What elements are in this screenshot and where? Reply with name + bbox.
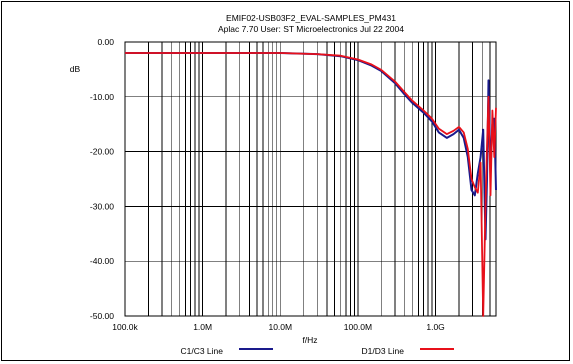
chart-subtitle: Aplac 7.70 User: ST Microelectronics Jul… xyxy=(218,24,404,34)
series-line-1 xyxy=(125,52,497,241)
y-tick-label: -20.00 xyxy=(90,147,114,157)
chart-title: EMIF02-USB03F2_EVAL-SAMPLES_PM431 xyxy=(226,13,396,23)
x-tick-labels: 100.0k 1.0M 10.0M 100.0M 1.0G xyxy=(112,322,445,332)
legend: C1/C3 Line D1/D3 Line xyxy=(180,346,454,356)
x-tick-label: 100.0k xyxy=(112,322,138,332)
y-tick-labels: 0.00 -10.00 -20.00 -30.00 -40.00 -50.00 xyxy=(90,37,114,321)
series-lines xyxy=(125,52,497,317)
x-axis-label: f/Hz xyxy=(302,335,317,345)
y-tick-label: 0.00 xyxy=(97,37,114,47)
series-line-2 xyxy=(125,52,497,317)
y-tick-label: -40.00 xyxy=(90,256,114,266)
x-tick-label: 10.0M xyxy=(268,322,292,332)
y-tick-label: -10.00 xyxy=(90,92,114,102)
x-tick-label: 100.0M xyxy=(344,322,372,332)
y-tick-label: -30.00 xyxy=(90,201,114,211)
legend-label-1: C1/C3 Line xyxy=(180,346,223,356)
legend-label-2: D1/D3 Line xyxy=(361,346,404,356)
x-tick-label: 1.0G xyxy=(426,322,444,332)
y-tick-label: -50.00 xyxy=(90,311,114,321)
y-axis-label: dB xyxy=(70,64,81,74)
x-tick-label: 1.0M xyxy=(193,322,212,332)
plot-border xyxy=(124,41,497,317)
grid xyxy=(124,41,497,317)
